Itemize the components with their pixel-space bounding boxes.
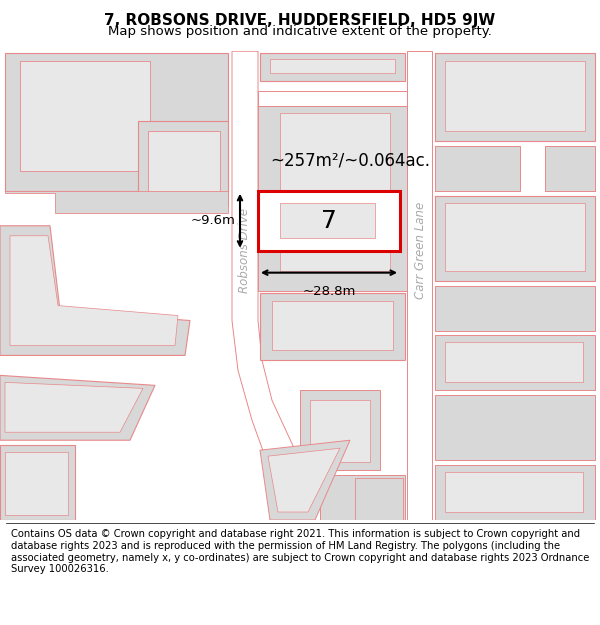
Polygon shape	[5, 191, 228, 213]
Polygon shape	[260, 53, 405, 81]
Polygon shape	[407, 51, 432, 520]
Polygon shape	[5, 382, 143, 432]
Text: Robsons Drive: Robsons Drive	[239, 208, 251, 293]
Polygon shape	[355, 478, 403, 520]
Polygon shape	[435, 336, 595, 391]
Polygon shape	[280, 203, 375, 238]
Polygon shape	[435, 286, 595, 331]
Text: ~28.8m: ~28.8m	[302, 284, 356, 298]
Polygon shape	[258, 191, 400, 251]
Polygon shape	[260, 292, 405, 361]
Polygon shape	[272, 301, 393, 351]
Polygon shape	[300, 391, 380, 470]
Polygon shape	[435, 396, 595, 460]
Polygon shape	[258, 91, 407, 106]
Text: ~257m²/~0.064ac.: ~257m²/~0.064ac.	[270, 152, 430, 170]
Polygon shape	[545, 146, 595, 191]
Polygon shape	[445, 203, 585, 271]
Polygon shape	[435, 196, 595, 281]
Polygon shape	[270, 59, 395, 73]
Text: ~9.6m: ~9.6m	[190, 214, 235, 228]
Polygon shape	[5, 53, 228, 191]
Polygon shape	[20, 61, 150, 171]
Polygon shape	[138, 121, 228, 206]
Text: 7, ROBSONS DRIVE, HUDDERSFIELD, HD5 9JW: 7, ROBSONS DRIVE, HUDDERSFIELD, HD5 9JW	[104, 12, 496, 28]
Polygon shape	[445, 61, 585, 131]
Polygon shape	[258, 106, 407, 291]
Polygon shape	[148, 131, 220, 196]
Polygon shape	[320, 475, 405, 520]
Polygon shape	[445, 472, 583, 512]
Text: 7: 7	[321, 209, 337, 232]
Polygon shape	[260, 440, 350, 520]
Polygon shape	[435, 53, 595, 141]
Polygon shape	[0, 226, 190, 356]
Text: Contains OS data © Crown copyright and database right 2021. This information is : Contains OS data © Crown copyright and d…	[11, 529, 589, 574]
Polygon shape	[0, 445, 75, 520]
Polygon shape	[232, 51, 315, 520]
Polygon shape	[435, 465, 595, 520]
Text: Carr Green Lane: Carr Green Lane	[413, 202, 427, 299]
Polygon shape	[268, 448, 340, 512]
Polygon shape	[0, 376, 155, 440]
Polygon shape	[280, 113, 390, 271]
Polygon shape	[435, 146, 520, 191]
Text: Map shows position and indicative extent of the property.: Map shows position and indicative extent…	[108, 26, 492, 39]
Polygon shape	[5, 452, 68, 515]
Polygon shape	[310, 401, 370, 462]
Polygon shape	[10, 236, 178, 346]
Polygon shape	[445, 342, 583, 382]
